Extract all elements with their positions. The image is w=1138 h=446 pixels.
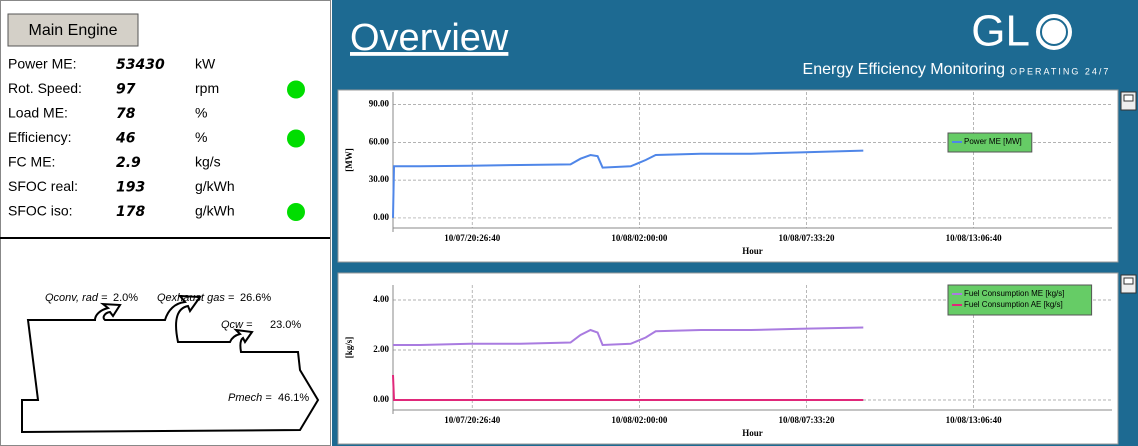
status-indicator <box>287 129 305 148</box>
print-glyph[interactable] <box>1123 94 1134 102</box>
y-tick-label: 0.00 <box>373 394 389 404</box>
row-label: Power ME: <box>8 56 76 72</box>
y-tick-label: 0.00 <box>373 212 389 222</box>
row-unit: % <box>195 105 207 121</box>
legend-label: Fuel Consumption ME [kg/s] <box>964 289 1064 298</box>
y-tick-label: 4.00 <box>373 294 389 304</box>
y-tick-label: 60.00 <box>369 136 390 146</box>
series-line <box>392 149 864 218</box>
tagline: Energy Efficiency Monitoring <box>803 61 1005 78</box>
page-title: Overview <box>350 17 509 59</box>
flow-label: Qcw = <box>221 319 253 331</box>
status-indicator <box>287 80 305 99</box>
row-value: 46 <box>115 131 136 147</box>
brand: GL <box>971 7 1030 56</box>
x-tick-label: 10/08/13:06:40 <box>946 415 1002 425</box>
row-unit: kg/s <box>195 154 221 170</box>
legend-box <box>947 284 1093 316</box>
row-unit: g/kWh <box>195 203 235 219</box>
x-axis-label: Hour <box>742 428 763 438</box>
y-tick-label: 30.00 <box>369 174 390 184</box>
row-label: Rot. Speed: <box>8 80 82 96</box>
main-engine-button[interactable] <box>7 13 139 47</box>
series-line <box>392 374 864 401</box>
row-unit: % <box>195 129 207 145</box>
x-tick-label: 10/08/13:06:40 <box>946 233 1002 243</box>
row-label: SFOC real: <box>8 178 78 194</box>
y-tick-label: 90.00 <box>369 99 390 109</box>
flow-label: Qexhaust gas = <box>157 292 235 304</box>
row-value: 78 <box>116 106 136 122</box>
button-label[interactable]: Main Engine <box>29 22 118 39</box>
legend-label: Fuel Consumption AE [kg/s] <box>964 300 1063 309</box>
engine-rows: Power ME: 53430 kW Rot. Speed: 97 rpm Load ME:… <box>8 56 305 221</box>
print-icon[interactable] <box>1120 274 1137 294</box>
y-axis-label: [kg/s] <box>344 337 354 359</box>
slogan: OPERATING 24/7 <box>1010 66 1110 76</box>
row-value: 193 <box>116 180 145 196</box>
row-unit: rpm <box>195 80 219 96</box>
row-label: SFOC iso: <box>8 203 73 219</box>
flow-value: 23.0% <box>270 319 301 331</box>
row-label: Efficiency: <box>8 129 72 145</box>
print-glyph[interactable] <box>1123 277 1134 285</box>
legend-box <box>947 132 1033 153</box>
chart-frame <box>337 89 1119 263</box>
x-tick-label: 10/07/20:26:40 <box>444 415 500 425</box>
flow-value: 2.0% <box>113 292 138 304</box>
row-unit: g/kWh <box>195 178 235 194</box>
row-label: FC ME: <box>8 154 55 170</box>
x-tick-label: 10/08/07:33:20 <box>778 233 834 243</box>
x-axis-label: Hour <box>742 246 763 256</box>
row-value: 178 <box>116 204 145 220</box>
flow-value: 46.1% <box>278 392 309 404</box>
flow-value: 26.6% <box>240 292 271 304</box>
legend-label: Power ME [MW] <box>964 137 1022 146</box>
logo-ring <box>1040 18 1068 46</box>
status-indicator <box>287 203 305 221</box>
flow-label: Pmech = <box>228 392 272 404</box>
x-tick-label: 10/08/02:00:00 <box>611 233 667 243</box>
print-icon[interactable] <box>1120 91 1137 111</box>
energy-flow-arrows <box>21 294 320 434</box>
row-label: Load ME: <box>8 105 68 121</box>
row-value: 97 <box>116 82 136 98</box>
x-tick-label: 10/08/07:33:20 <box>778 415 834 425</box>
charts: 0.00 30.00 60.00 90.00 10/07/20:26:40 10/08/0… <box>344 92 1112 438</box>
row-value: 2.9 <box>116 155 141 171</box>
row-unit: kW <box>195 56 216 72</box>
x-tick-label: 10/08/02:00:00 <box>611 415 667 425</box>
y-axis-label: [MW] <box>344 148 354 172</box>
flow-label: Qconv, rad = <box>45 292 108 304</box>
x-tick-label: 10/07/20:26:40 <box>444 233 500 243</box>
series-line <box>393 326 864 347</box>
y-tick-label: 2.00 <box>373 344 389 354</box>
row-value: 53430 <box>116 57 165 73</box>
